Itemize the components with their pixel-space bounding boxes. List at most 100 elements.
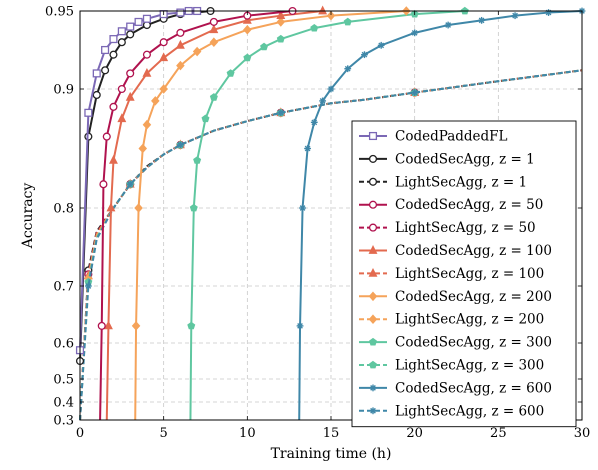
data-point <box>209 37 219 47</box>
x-tick-label: 30 <box>574 426 591 441</box>
data-point <box>326 10 336 21</box>
data-point <box>343 17 352 26</box>
data-point <box>368 314 378 324</box>
data-point <box>444 21 452 29</box>
x-tick-label: 5 <box>160 426 168 441</box>
data-point <box>411 89 419 96</box>
x-axis-label: Training time (h) <box>271 446 392 462</box>
series-12 <box>79 69 583 421</box>
data-point <box>368 267 378 277</box>
x-tick-label: 10 <box>239 426 256 441</box>
data-point <box>368 200 378 209</box>
series-9 <box>187 6 469 421</box>
data-point <box>368 154 378 163</box>
data-point <box>142 50 151 59</box>
data-point <box>131 321 141 331</box>
series-0 <box>75 6 202 355</box>
data-point <box>368 223 378 232</box>
data-point <box>369 384 377 392</box>
data-point <box>175 39 185 49</box>
data-point <box>310 23 319 32</box>
y-tick-label: 0.8 <box>53 202 74 217</box>
legend-label: CodedSecAgg, z = 200 <box>395 289 552 305</box>
data-point <box>368 245 378 254</box>
data-point <box>97 321 106 330</box>
data-point <box>369 407 377 415</box>
y-tick-label: 0.3 <box>53 414 74 429</box>
data-point <box>126 30 135 39</box>
legend: CodedPaddedFL CodedSecAgg, z = 1 LightSecA… <box>351 120 577 428</box>
data-point <box>369 360 377 369</box>
data-point <box>243 24 252 35</box>
series-7 <box>131 6 411 421</box>
data-point <box>99 180 108 189</box>
x-tick-label: 15 <box>323 426 340 441</box>
legend-entry: CodedSecAgg, z = 200 <box>359 289 552 305</box>
legend-entry: CodedSecAgg, z = 1 <box>359 151 535 167</box>
legend-label: CodedSecAgg, z = 600 <box>395 380 552 396</box>
data-point <box>159 84 168 94</box>
data-point <box>151 96 160 106</box>
data-point <box>159 52 169 62</box>
data-point <box>142 67 152 77</box>
data-point <box>276 17 286 27</box>
series-line <box>79 69 583 421</box>
y-tick-label: 0.6 <box>53 337 74 352</box>
data-point <box>377 41 385 49</box>
data-point <box>84 108 93 117</box>
legend-entry: LightSecAgg, z = 50 <box>359 220 536 236</box>
data-point <box>176 60 185 71</box>
data-point <box>260 42 269 51</box>
legend-entry: CodedSecAgg, z = 50 <box>359 197 543 213</box>
data-point <box>177 141 184 149</box>
y-tick-label: 0.5 <box>53 373 74 388</box>
data-point <box>277 109 285 117</box>
data-point <box>101 66 110 75</box>
legend-entry: CodedSecAgg, z = 600 <box>359 380 552 396</box>
data-point <box>109 102 118 111</box>
legend-entry: LightSecAgg, z = 100 <box>359 266 544 282</box>
legend-entry: LightSecAgg, z = 300 <box>359 358 544 374</box>
legend-label: CodedSecAgg, z = 50 <box>395 197 543 213</box>
data-point <box>296 322 304 330</box>
data-point <box>192 46 202 57</box>
data-point <box>126 180 134 188</box>
data-point <box>84 282 92 290</box>
axis-ticks: 0 5 10 15 20 25 30 0.3 0.4 0.5 0.6 0.7 0.8 0.9 0.95 <box>45 5 590 442</box>
legend-label: LightSecAgg, z = 1 <box>395 174 527 190</box>
legend-entry: CodedSecAgg, z = 100 <box>359 243 552 259</box>
data-point <box>209 24 219 34</box>
data-point <box>159 38 168 47</box>
data-point <box>304 145 311 152</box>
data-point <box>117 84 126 94</box>
data-point <box>201 114 210 123</box>
legend-label: CodedSecAgg, z = 300 <box>395 335 552 351</box>
x-tick-label: 20 <box>406 426 423 441</box>
series-lines <box>75 5 586 421</box>
data-point <box>368 177 378 186</box>
y-tick-label: 0.95 <box>45 5 74 20</box>
data-point <box>142 14 151 23</box>
data-point <box>126 22 135 31</box>
series-line <box>298 10 583 421</box>
data-point <box>109 35 118 44</box>
legend-label: LightSecAgg, z = 600 <box>395 403 544 419</box>
data-point <box>92 69 101 78</box>
data-point <box>545 9 552 16</box>
data-point <box>368 131 378 141</box>
series-1 <box>75 6 215 366</box>
legend-label: LightSecAgg, z = 300 <box>395 358 544 374</box>
legend-label: CodedSecAgg, z = 100 <box>395 243 552 259</box>
data-point <box>117 113 127 123</box>
y-axis-label: Accuracy <box>20 183 36 250</box>
data-point <box>243 53 252 62</box>
data-point <box>327 85 335 93</box>
data-point <box>310 118 318 126</box>
data-point <box>117 27 126 36</box>
data-point <box>134 203 143 213</box>
data-point <box>117 38 126 47</box>
legend-label: CodedPaddedFL <box>395 129 508 145</box>
data-point <box>319 97 327 105</box>
data-point <box>134 17 143 26</box>
legend-entry: LightSecAgg, z = 200 <box>359 312 544 328</box>
